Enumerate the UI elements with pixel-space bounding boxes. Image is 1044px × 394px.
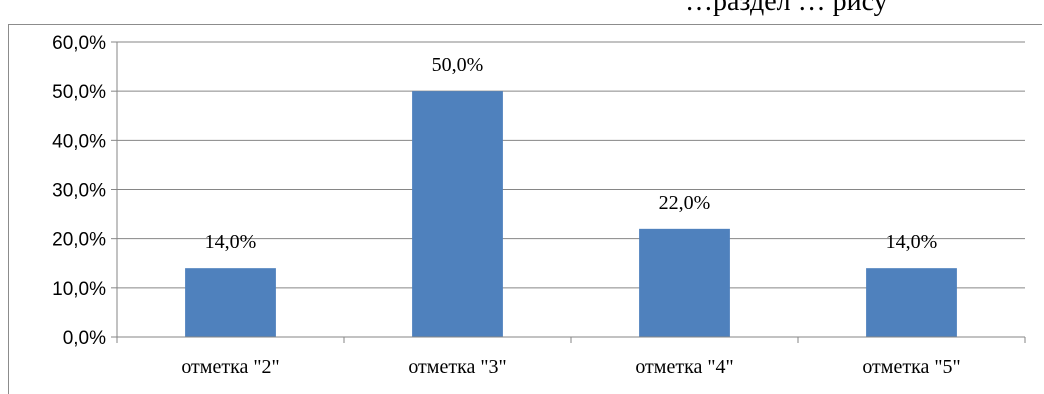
bars (185, 91, 957, 338)
truncated-caption-text: …раздел … рису (685, 0, 888, 17)
data-label-2: 22,0% (659, 192, 711, 214)
data-label-0: 14,0% (205, 231, 257, 253)
category-label-1: отметка "3" (408, 356, 506, 378)
category-label-2: отметка "4" (635, 356, 733, 378)
bar-1 (412, 91, 503, 338)
y-tick-label-3: 30,0% (52, 181, 106, 202)
category-label-0: отметка "2" (181, 356, 279, 378)
labels: 0,0% 10,0% 20,0% 30,0% 40,0% 50,0% 60,0% 14,0% о… (52, 33, 961, 378)
y-tick-label-2: 20,0% (52, 230, 106, 251)
data-label-3: 14,0% (886, 231, 938, 253)
category-label-3: отметка "5" (862, 356, 960, 378)
y-tick-label-1: 10,0% (52, 279, 106, 300)
bar-2 (639, 228, 730, 337)
chart-frame (8, 24, 1042, 394)
y-tick-label-0: 0,0% (63, 328, 106, 349)
y-tick-label-4: 40,0% (52, 131, 106, 152)
bar-3 (866, 268, 957, 337)
y-tick-label-6: 60,0% (52, 33, 106, 54)
bar-0 (185, 268, 276, 337)
data-label-1: 50,0% (432, 54, 484, 76)
axes (111, 41, 1026, 343)
y-tick-label-5: 50,0% (52, 82, 106, 103)
